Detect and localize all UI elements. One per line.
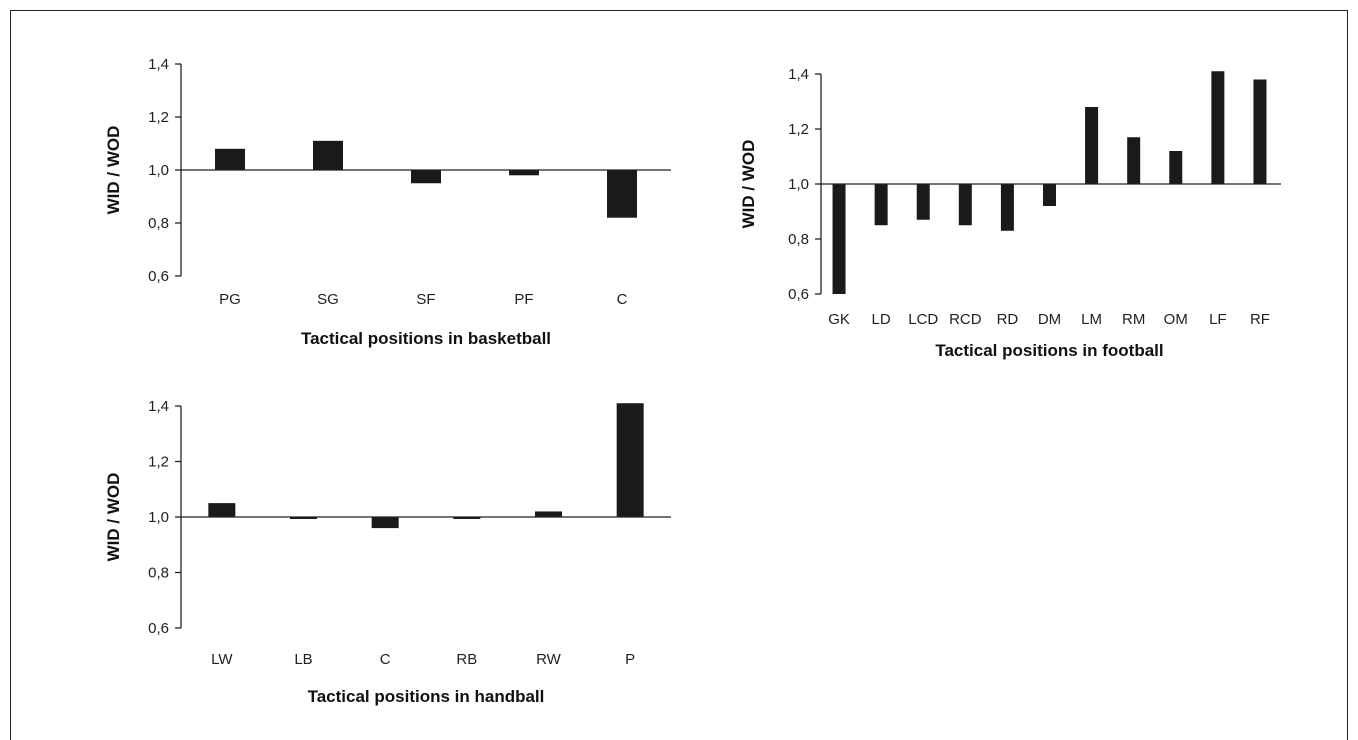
x-tick-label: PF [514, 291, 533, 308]
y-axis-label: WID / WOD [739, 140, 758, 229]
bar-pf [509, 170, 539, 176]
x-tick-label: LF [1209, 311, 1227, 328]
x-tick-label: RD [997, 311, 1019, 328]
x-tick-label: LCD [908, 311, 938, 328]
x-tick-label: RF [1250, 311, 1270, 328]
bar-sf [411, 170, 441, 184]
y-tick-label: 0,6 [148, 268, 169, 285]
bar-gk [832, 184, 846, 294]
y-tick-label: 1,2 [788, 121, 809, 138]
x-tick-label: GK [828, 311, 850, 328]
y-tick-label: 0,6 [148, 620, 169, 637]
x-tick-label: LM [1081, 311, 1102, 328]
y-tick-label: 1,4 [148, 398, 169, 415]
x-tick-label: C [617, 291, 628, 308]
y-tick-label: 0,8 [148, 565, 169, 582]
bar-lcd [916, 184, 930, 220]
bar-pg [215, 148, 245, 170]
y-tick-label: 0,6 [788, 286, 809, 303]
x-tick-label: PG [219, 291, 241, 308]
bar-rf [1253, 79, 1267, 184]
chart-handball: 0,6 0,8 1,0 1,2 1,4 WID / WOD LW LB C RB RW P Tactic… [104, 398, 671, 706]
x-tick-label: P [625, 651, 635, 668]
x-tick-label: RW [536, 651, 562, 668]
bar-rcd [958, 184, 972, 226]
bar-rd [1000, 184, 1014, 231]
y-tick-label: 1,0 [148, 162, 169, 179]
x-tick-label: C [380, 651, 391, 668]
x-tick-label: LW [211, 651, 233, 668]
x-tick-label: OM [1164, 311, 1188, 328]
y-tick-label: 1,4 [148, 56, 169, 73]
figure-frame: 0,6 0,8 1,0 1,2 1,4 WID / WOD PG SG SF PF C Tactica… [10, 10, 1348, 740]
y-tick-label: 1,4 [788, 66, 809, 83]
chart-football: 0,6 0,8 1,0 1,2 1,4 WID / WOD GK LD LCD RCD RD DM LM… [739, 66, 1281, 360]
y-tick-label: 1,2 [148, 454, 169, 471]
bar-lm [1085, 107, 1099, 184]
x-axis-label: Tactical positions in football [935, 341, 1163, 360]
y-tick-label: 1,0 [788, 176, 809, 193]
x-tick-label: RCD [949, 311, 982, 328]
x-tick-label: RB [456, 651, 477, 668]
bar-p [616, 403, 644, 517]
y-tick-label: 0,8 [788, 231, 809, 248]
bar-ld [874, 184, 888, 226]
y-axis-label: WID / WOD [104, 473, 123, 562]
y-tick-label: 1,0 [148, 509, 169, 526]
bar-c [371, 517, 399, 529]
x-tick-label: LD [872, 311, 891, 328]
x-axis-label: Tactical positions in basketball [301, 329, 551, 348]
chart-basketball: 0,6 0,8 1,0 1,2 1,4 WID / WOD PG SG SF PF C Tactica… [104, 56, 671, 348]
bar-rw [535, 511, 562, 517]
x-tick-label: SF [416, 291, 435, 308]
bar-lw [208, 503, 236, 517]
x-axis-label: Tactical positions in handball [308, 687, 545, 706]
bar-c [607, 170, 637, 218]
bar-sg [313, 140, 343, 170]
y-axis-label: WID / WOD [104, 126, 123, 215]
bar-dm [1043, 184, 1056, 206]
y-tick-label: 0,8 [148, 215, 169, 232]
x-tick-label: RM [1122, 311, 1145, 328]
bar-rm [1127, 137, 1141, 184]
y-tick-label: 1,2 [148, 109, 169, 126]
x-tick-label: SG [317, 291, 339, 308]
bar-lf [1211, 71, 1225, 184]
x-tick-label: LB [294, 651, 312, 668]
x-tick-label: DM [1038, 311, 1061, 328]
bar-om [1169, 151, 1183, 184]
bar-rb [453, 517, 481, 519]
bar-lb [290, 517, 317, 519]
